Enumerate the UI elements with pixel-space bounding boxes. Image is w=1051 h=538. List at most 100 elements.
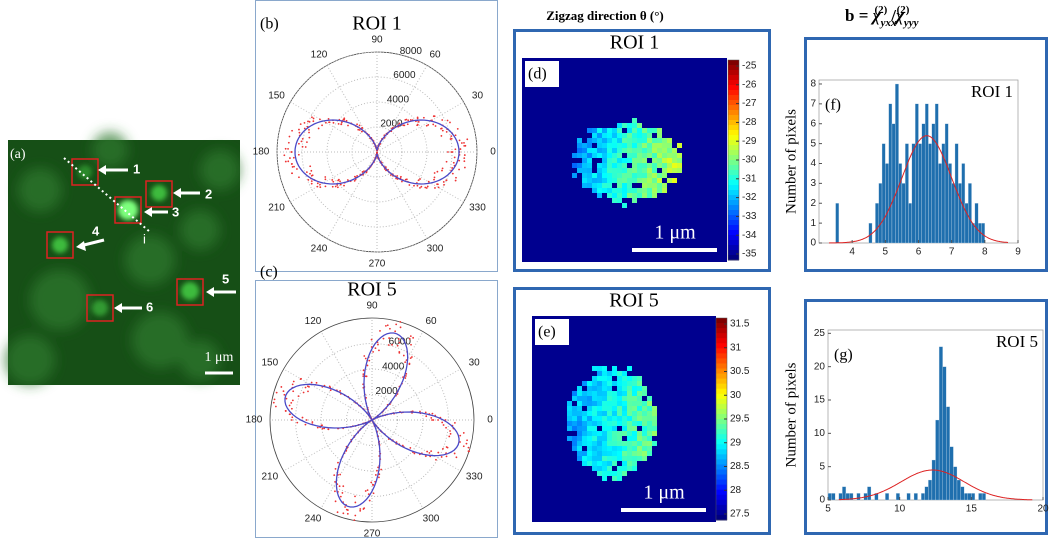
measured-point — [437, 419, 439, 421]
heatmap-pixel — [657, 178, 662, 183]
colorbar-cell — [716, 373, 727, 380]
glow — [18, 168, 62, 212]
measured-point — [368, 499, 371, 502]
measured-point — [363, 507, 366, 510]
measured-point — [436, 170, 439, 173]
colorbar-label: -27 — [742, 98, 757, 109]
heatmap-pixel — [652, 431, 657, 436]
heatmap-pixel — [572, 446, 577, 451]
heatmap-pixel — [617, 193, 622, 198]
measured-point — [366, 489, 369, 492]
panel-frame — [804, 299, 1048, 535]
heatmap-pixel — [637, 143, 642, 148]
y-tick-label: 4 — [810, 158, 816, 169]
measured-point — [316, 182, 319, 185]
heatmap-pixel — [587, 436, 592, 441]
colorbar-cell — [716, 454, 727, 460]
heatmap-pixel — [617, 411, 622, 416]
heatmap-pixel — [582, 436, 587, 441]
measured-point — [408, 184, 411, 186]
measured-point — [301, 137, 304, 140]
colorbar-cell — [728, 225, 739, 231]
heatmap-pixel — [652, 441, 657, 446]
heatmap-pixel — [637, 153, 642, 158]
bar — [831, 493, 836, 501]
heatmap-pixel — [587, 158, 592, 163]
bar — [981, 493, 986, 501]
heatmap-pixel — [617, 446, 622, 451]
measured-point — [425, 124, 428, 127]
heatmap-pixel — [607, 436, 612, 441]
heatmap-pixel — [602, 401, 607, 406]
heatmap-pixel — [642, 431, 647, 436]
heatmap-pixel — [612, 371, 617, 376]
heatmap-pixel — [597, 153, 602, 158]
bar — [935, 419, 940, 501]
heatmap-pixel — [607, 466, 612, 471]
measured-point — [396, 175, 399, 177]
heatmap-pixel — [662, 153, 667, 158]
angle-label: 30 — [472, 91, 484, 102]
angle-label: 270 — [364, 529, 381, 538]
measured-point — [359, 508, 362, 510]
heatmap-pixel — [637, 168, 642, 173]
heatmap-pixel — [612, 476, 617, 481]
measured-point — [391, 343, 393, 346]
marker-label: 3 — [172, 204, 179, 219]
label-box — [525, 61, 559, 87]
colorbar-cell — [728, 65, 739, 71]
heatmap-pixel — [622, 173, 627, 178]
heatmap-pixel — [667, 163, 672, 168]
heatmap-pixel — [627, 406, 632, 411]
heatmap-pixel — [622, 148, 627, 153]
heatmap-pixel — [607, 401, 612, 406]
bar — [898, 163, 903, 244]
measured-point — [409, 357, 412, 360]
heatmap-pixel — [607, 461, 612, 466]
colorbar-cell — [728, 175, 739, 181]
heatmap-pixel — [637, 386, 642, 391]
measured-point — [397, 338, 400, 340]
y-tick-label: 0 — [810, 238, 816, 249]
measured-point — [411, 356, 413, 358]
heatmap-pixel — [602, 371, 607, 376]
heatmap-pixel — [607, 376, 612, 381]
heatmap-pixel — [627, 441, 632, 446]
measured-point — [449, 430, 451, 432]
heading-part: / — [890, 6, 896, 25]
radial-label: 8000 — [400, 46, 423, 57]
heatmap-pixel — [582, 416, 587, 421]
heatmap-pixel — [582, 168, 587, 173]
heatmap-pixel — [657, 153, 662, 158]
x-tick-label: 5 — [883, 247, 889, 258]
bar — [849, 493, 854, 501]
bar — [938, 346, 943, 501]
heatmap-pixel — [597, 376, 602, 381]
polar-spoke — [320, 419, 373, 509]
heatmap-pixel — [592, 133, 597, 138]
heatmap-pixel — [597, 183, 602, 188]
measured-point — [339, 473, 342, 476]
heatmap-pixel — [667, 178, 672, 183]
measured-point — [377, 343, 379, 346]
heatmap-pixel — [627, 421, 632, 426]
heatmap-pixel — [627, 386, 632, 391]
measured-point — [441, 119, 444, 121]
measured-point — [347, 124, 349, 127]
measured-point — [358, 124, 361, 127]
measured-point — [310, 381, 313, 384]
glow — [30, 270, 90, 330]
colorbar-cell — [728, 220, 739, 226]
heatmap-pixel — [587, 431, 592, 436]
colorbar-cell — [728, 105, 739, 111]
heatmap-pixel — [652, 188, 657, 193]
measured-point — [337, 461, 339, 464]
heatmap-pixel — [642, 183, 647, 188]
measured-point — [455, 176, 457, 179]
measured-point — [405, 178, 408, 181]
measured-point — [402, 124, 405, 127]
heatmap-pixel — [602, 163, 607, 168]
heatmap-pixel — [642, 133, 647, 138]
measured-point — [324, 185, 327, 188]
bar — [895, 83, 899, 244]
